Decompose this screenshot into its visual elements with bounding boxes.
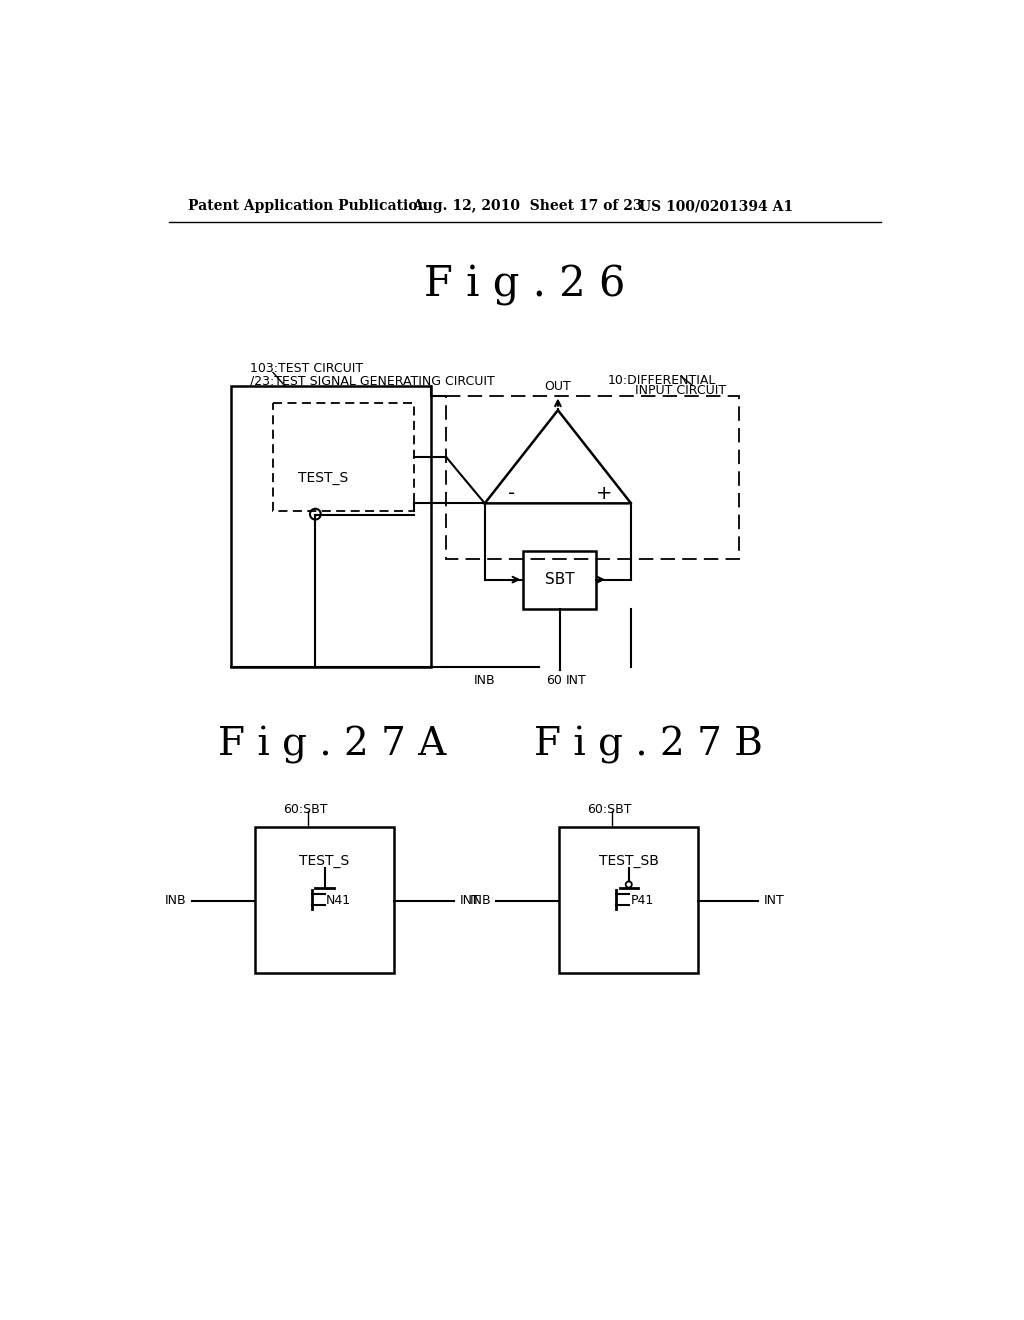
Text: SBT: SBT: [545, 573, 574, 587]
Text: TEST_S: TEST_S: [299, 854, 350, 867]
Text: INT: INT: [566, 675, 587, 686]
Text: /23:TEST SIGNAL GENERATING CIRCUIT: /23:TEST SIGNAL GENERATING CIRCUIT: [250, 375, 495, 388]
Text: Aug. 12, 2010  Sheet 17 of 23: Aug. 12, 2010 Sheet 17 of 23: [412, 199, 642, 213]
Bar: [273, 404, 414, 511]
Text: INB: INB: [469, 894, 490, 907]
Text: TEST_SB: TEST_SB: [599, 854, 658, 867]
Bar: [255, 826, 394, 973]
Text: OUT: OUT: [545, 380, 571, 393]
Text: INB: INB: [165, 894, 186, 907]
Text: F i g . 2 7 A: F i g . 2 7 A: [218, 726, 446, 764]
Text: F i g . 2 7 B: F i g . 2 7 B: [534, 726, 763, 764]
Text: 103:TEST CIRCUIT: 103:TEST CIRCUIT: [250, 362, 364, 375]
Text: +: +: [596, 484, 612, 503]
Text: 10:DIFFERENTIAL: 10:DIFFERENTIAL: [608, 374, 717, 387]
Bar: [230, 385, 431, 667]
Text: 60:SBT: 60:SBT: [283, 803, 328, 816]
Bar: [523, 552, 596, 609]
Text: 60:SBT: 60:SBT: [587, 803, 632, 816]
Text: INB: INB: [474, 675, 496, 686]
Text: -: -: [508, 484, 515, 503]
Text: Patent Application Publication: Patent Application Publication: [188, 199, 428, 213]
Bar: [446, 396, 739, 558]
Text: TEST_S: TEST_S: [298, 471, 348, 484]
Text: INT: INT: [764, 894, 784, 907]
Text: P41: P41: [631, 894, 653, 907]
Text: US 100/0201394 A1: US 100/0201394 A1: [639, 199, 793, 213]
Bar: [559, 826, 698, 973]
Text: INT: INT: [460, 894, 480, 907]
Text: INPUT CIRCUIT: INPUT CIRCUIT: [628, 384, 726, 397]
Text: 60: 60: [546, 675, 561, 686]
Text: F i g . 2 6: F i g . 2 6: [424, 264, 626, 306]
Text: N41: N41: [326, 894, 351, 907]
